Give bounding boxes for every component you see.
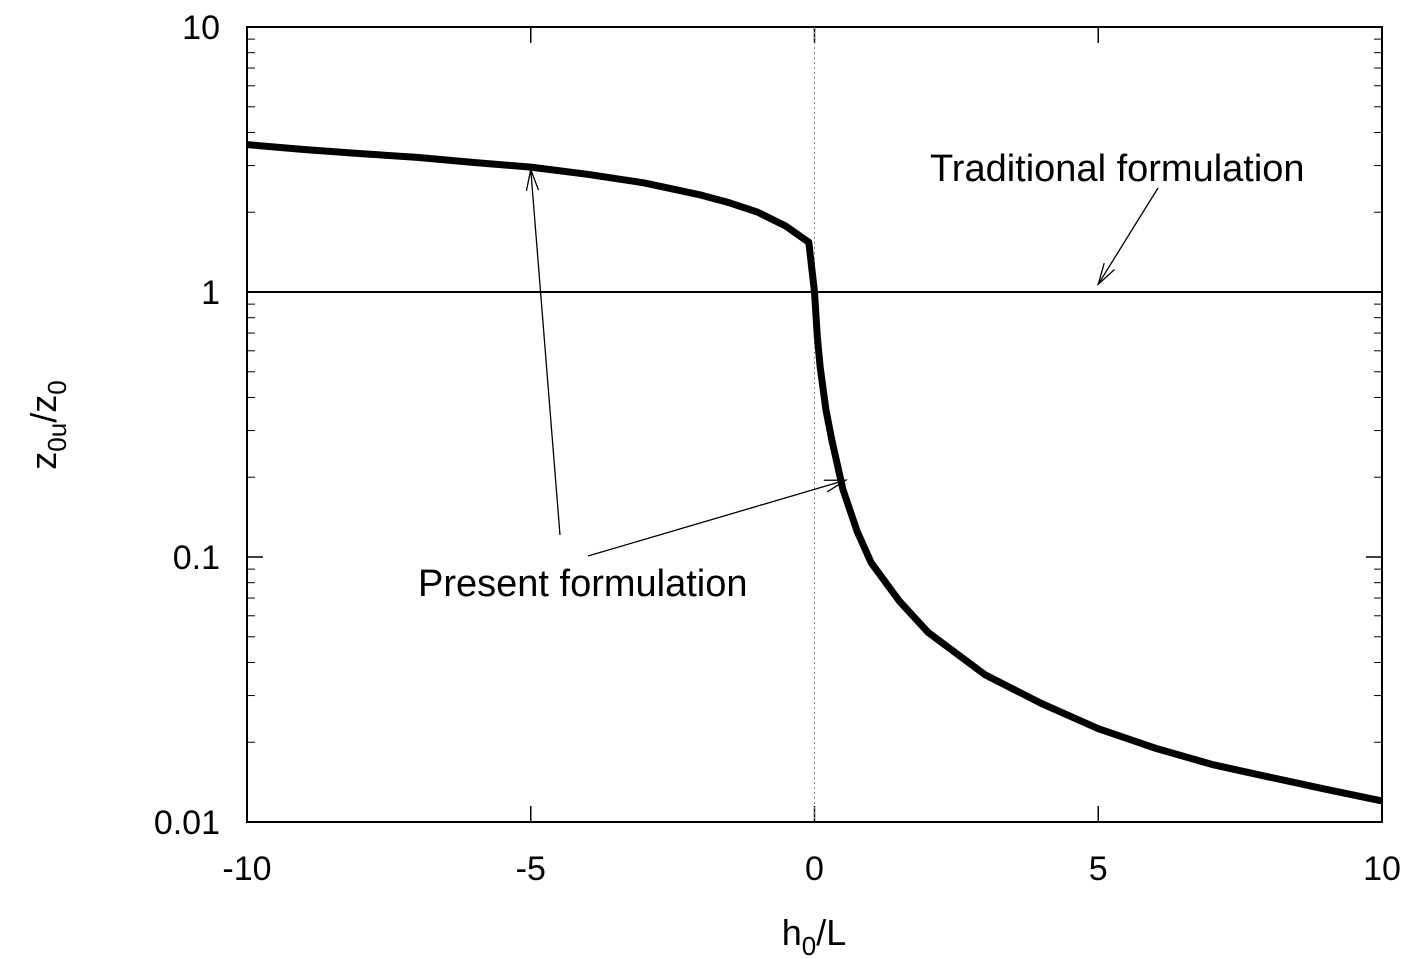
x-tick-label: -5 [516,850,546,888]
y-tick-label: 0.01 [154,804,220,842]
y-tick-label: 0.1 [173,539,220,577]
annotation-present: Present formulation [418,563,748,605]
x-tick-label: 0 [805,850,824,888]
series-layer [247,141,1382,805]
series-line-present [247,141,1382,805]
x-tick-label: 10 [1363,850,1401,888]
annotation-arrow-present-right [587,479,848,557]
annotation-arrows [525,167,1159,557]
x-tick-label: -10 [222,850,271,888]
y-axis-label: z0u/z0 [23,380,72,469]
y-tick-labels: 0.01 0.1 1 10 [154,9,220,842]
minor-ticks [247,38,1382,743]
x-tick-labels: -10 -5 0 5 10 [222,850,1400,888]
y-tick-label: 10 [182,9,220,47]
annotation-arrow-traditional [1097,187,1159,287]
annotation-arrow-present-left [525,167,561,536]
annotation-traditional: Traditional formulation [930,148,1305,190]
y-tick-label: 1 [201,274,220,312]
x-axis-label: h0/L [782,912,847,958]
x-tick-label: 5 [1089,850,1108,888]
